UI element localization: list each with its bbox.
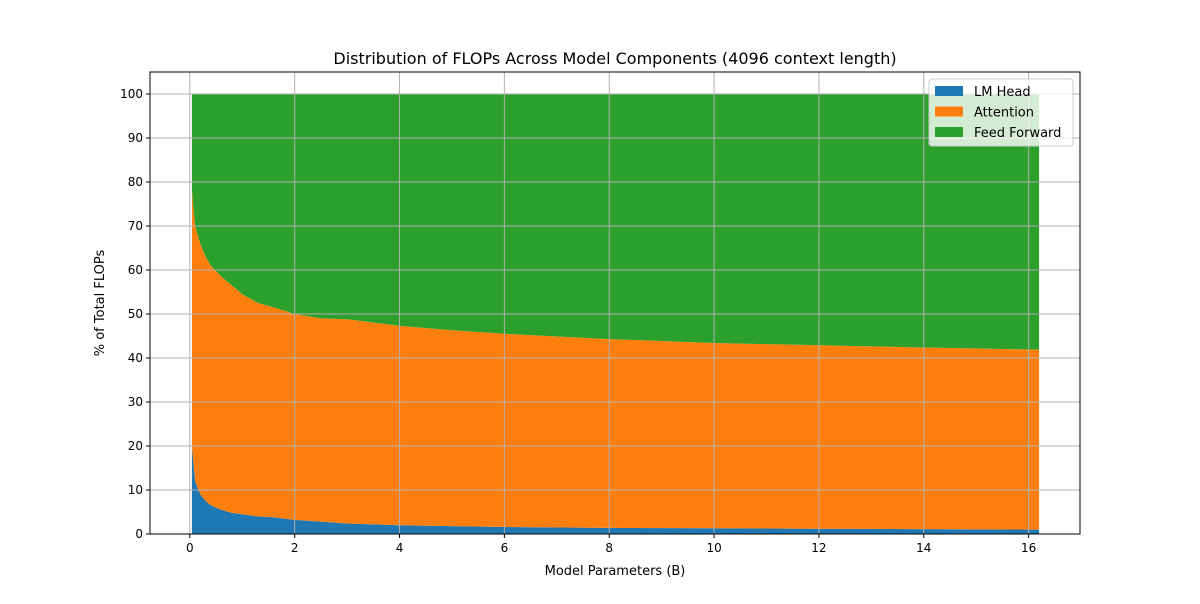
y-tick-label: 60 <box>128 263 143 277</box>
x-axis-label: Model Parameters (B) <box>545 564 686 579</box>
x-tick-label: 14 <box>916 541 931 555</box>
y-tick-label: 10 <box>128 483 143 497</box>
legend: LM Head Attention Feed Forward <box>928 78 1074 147</box>
legend-box <box>928 78 1074 147</box>
x-tick-label: 4 <box>396 541 404 555</box>
legend-label: Attention <box>974 106 1034 121</box>
legend-label: LM Head <box>974 85 1031 100</box>
x-tick-label: 2 <box>291 541 299 555</box>
y-axis-label: % of Total FLOPs <box>93 250 108 357</box>
y-tick-label: 90 <box>128 131 143 145</box>
legend-swatch <box>935 106 963 117</box>
plot-frame <box>149 71 1081 535</box>
y-tick-label: 80 <box>128 175 143 189</box>
x-tick-label: 10 <box>706 541 721 555</box>
y-tick-label: 40 <box>128 351 143 365</box>
x-tick-label: 8 <box>605 541 613 555</box>
legend-swatch <box>935 86 963 96</box>
y-tick-label: 100 <box>120 87 143 101</box>
area-lm-head <box>191 446 1040 534</box>
legend-swatch <box>935 127 963 137</box>
x-tick-label: 12 <box>811 541 826 555</box>
y-tick-label: 50 <box>128 307 143 321</box>
chart-title: Distribution of FLOPs Across Model Compo… <box>333 49 896 68</box>
y-tick-label: 0 <box>135 527 143 541</box>
area-attention <box>191 190 1040 530</box>
x-tick-label: 0 <box>186 541 194 555</box>
y-tick-label: 30 <box>128 395 143 409</box>
legend-label: Feed Forward <box>974 126 1061 141</box>
area-feed-forward <box>191 94 1040 350</box>
y-tick-label: 70 <box>128 219 143 233</box>
x-tick-label: 6 <box>501 541 509 555</box>
x-tick-label: 16 <box>1021 541 1036 555</box>
y-tick-label: 20 <box>128 439 143 453</box>
